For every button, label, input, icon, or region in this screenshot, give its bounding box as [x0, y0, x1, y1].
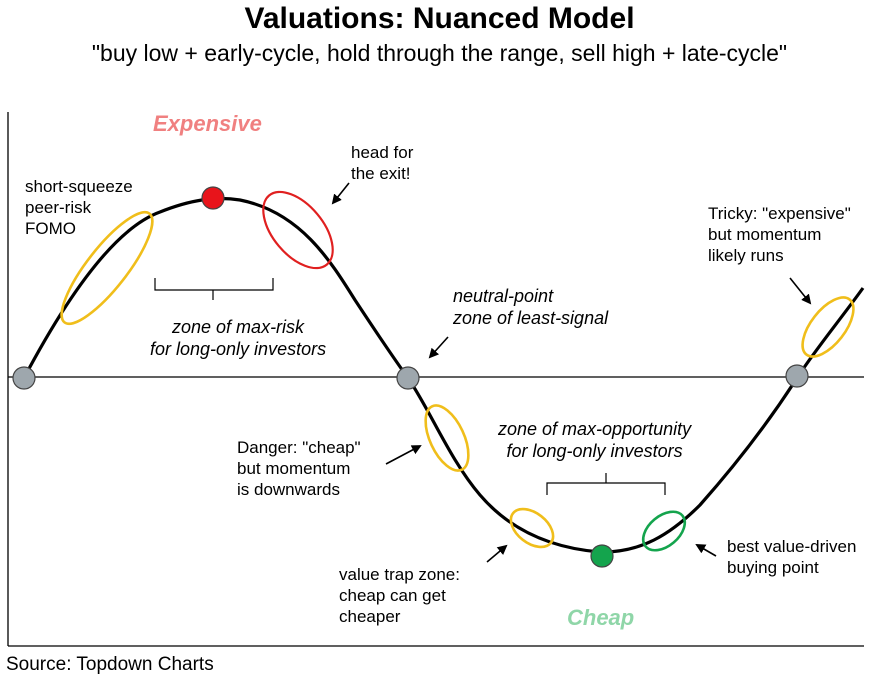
- annotation-tricky-expensive: Tricky: "expensive" but momentum likely …: [708, 204, 851, 265]
- ellipse-short-squeeze: [60, 210, 154, 326]
- arrow-neutral-point: [428, 336, 449, 359]
- arrow-head-for-exit: [331, 182, 350, 205]
- arrow-value-trap: [486, 544, 508, 563]
- trough-dot: [590, 544, 614, 568]
- ellipse-danger-cheap: [424, 404, 470, 472]
- ellipse-head-for-exit: [262, 190, 334, 270]
- annotation-danger-cheap: Danger: "cheap" but momentum is downward…: [237, 438, 361, 499]
- neutral-dot-middle: [396, 366, 420, 390]
- ellipse-best-value: [641, 510, 687, 552]
- chart-subtitle: "buy low + early-cycle, hold through the…: [91, 40, 788, 66]
- ellipse-tricky-expensive: [801, 296, 855, 358]
- peak-dot: [201, 186, 225, 210]
- arrow-tricky-expensive: [789, 277, 812, 305]
- neutral-dot-left: [12, 366, 36, 390]
- arrow-danger-cheap: [385, 445, 422, 465]
- annotation-zone-max-risk: zone of max-risk for long-only investors: [150, 317, 327, 359]
- arrow-best-value: [695, 543, 717, 557]
- ellipse-value-trap: [509, 507, 555, 549]
- annotation-zone-max-opportunity: zone of max-opportunity for long-only in…: [498, 419, 692, 461]
- annotation-value-trap: value trap zone: cheap can get cheaper: [339, 565, 460, 626]
- annotation-best-value: best value-driven buying point: [727, 537, 857, 577]
- bracket-max-opportunity: [546, 473, 666, 495]
- zone-label-expensive: Expensive: [153, 111, 262, 136]
- annotation-head-for-exit: head for the exit!: [351, 143, 414, 183]
- annotation-neutral-point: neutral-point zone of least-signal: [453, 286, 609, 328]
- annotation-short-squeeze: short-squeeze peer-risk FOMO: [25, 177, 133, 238]
- chart-title: Valuations: Nuanced Model: [244, 2, 635, 35]
- bracket-max-risk: [154, 278, 274, 300]
- source-note: Source: Topdown Charts: [6, 654, 214, 675]
- neutral-dot-right: [785, 364, 809, 388]
- valuation-cycle-curve: [22, 196, 865, 554]
- zone-label-cheap: Cheap: [567, 605, 635, 630]
